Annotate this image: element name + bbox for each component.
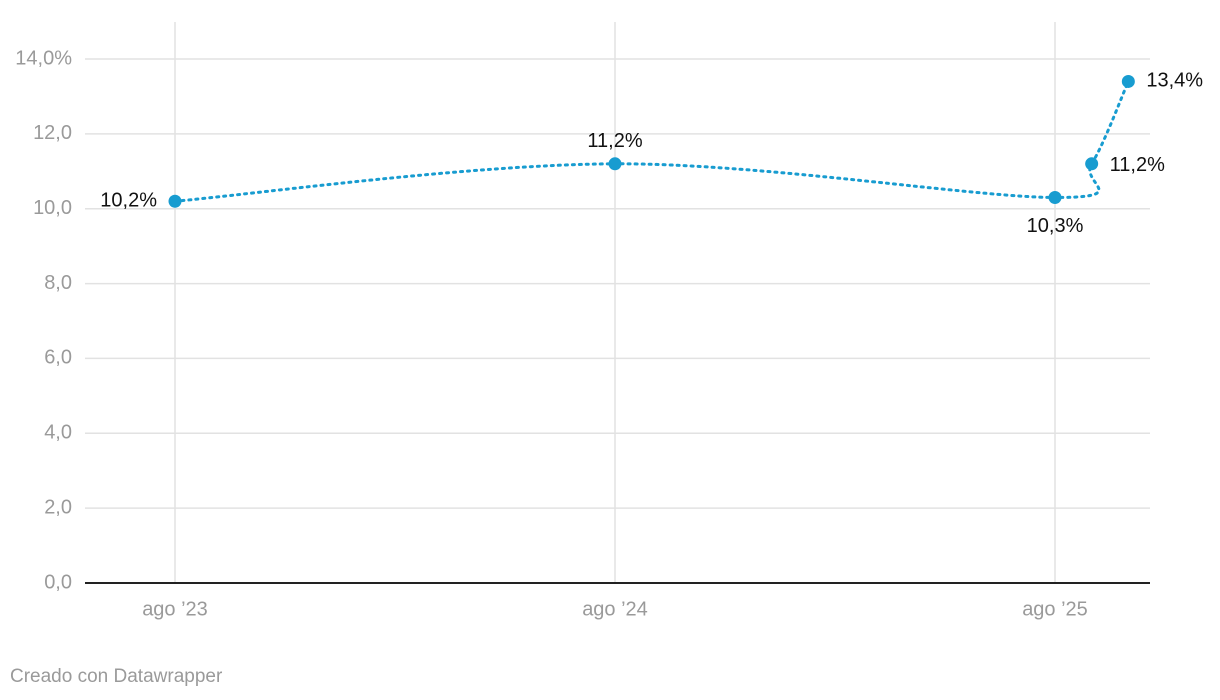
y-tick-label: 12,0 bbox=[33, 122, 72, 144]
y-tick-label: 10,0 bbox=[33, 197, 72, 219]
point bbox=[608, 157, 622, 171]
x-tick-label: ago ’24 bbox=[582, 598, 648, 620]
value-label: 10,2% bbox=[100, 190, 157, 212]
point bbox=[1048, 190, 1062, 204]
y-tick-label: 0,0 bbox=[44, 571, 72, 593]
value-label: 11,2% bbox=[1110, 154, 1165, 176]
x-tick-label: ago ’25 bbox=[1022, 598, 1088, 620]
y-tick-label: 8,0 bbox=[44, 272, 72, 294]
value-label: 10,3% bbox=[1027, 215, 1084, 237]
point bbox=[1085, 157, 1099, 171]
x-tick-label: ago ’23 bbox=[142, 598, 208, 620]
y-tick-label: 2,0 bbox=[44, 496, 72, 518]
y-tick-label: 14,0% bbox=[15, 47, 72, 69]
credit: Creado con Datawrapper bbox=[10, 666, 223, 687]
value-label: 13,4% bbox=[1146, 70, 1203, 92]
line bbox=[173, 79, 1130, 203]
point bbox=[1121, 74, 1135, 88]
y-tick-label: 4,0 bbox=[44, 422, 72, 444]
point bbox=[168, 194, 182, 208]
value-label: 11,2% bbox=[587, 130, 642, 152]
y-tick-label: 6,0 bbox=[44, 347, 72, 369]
